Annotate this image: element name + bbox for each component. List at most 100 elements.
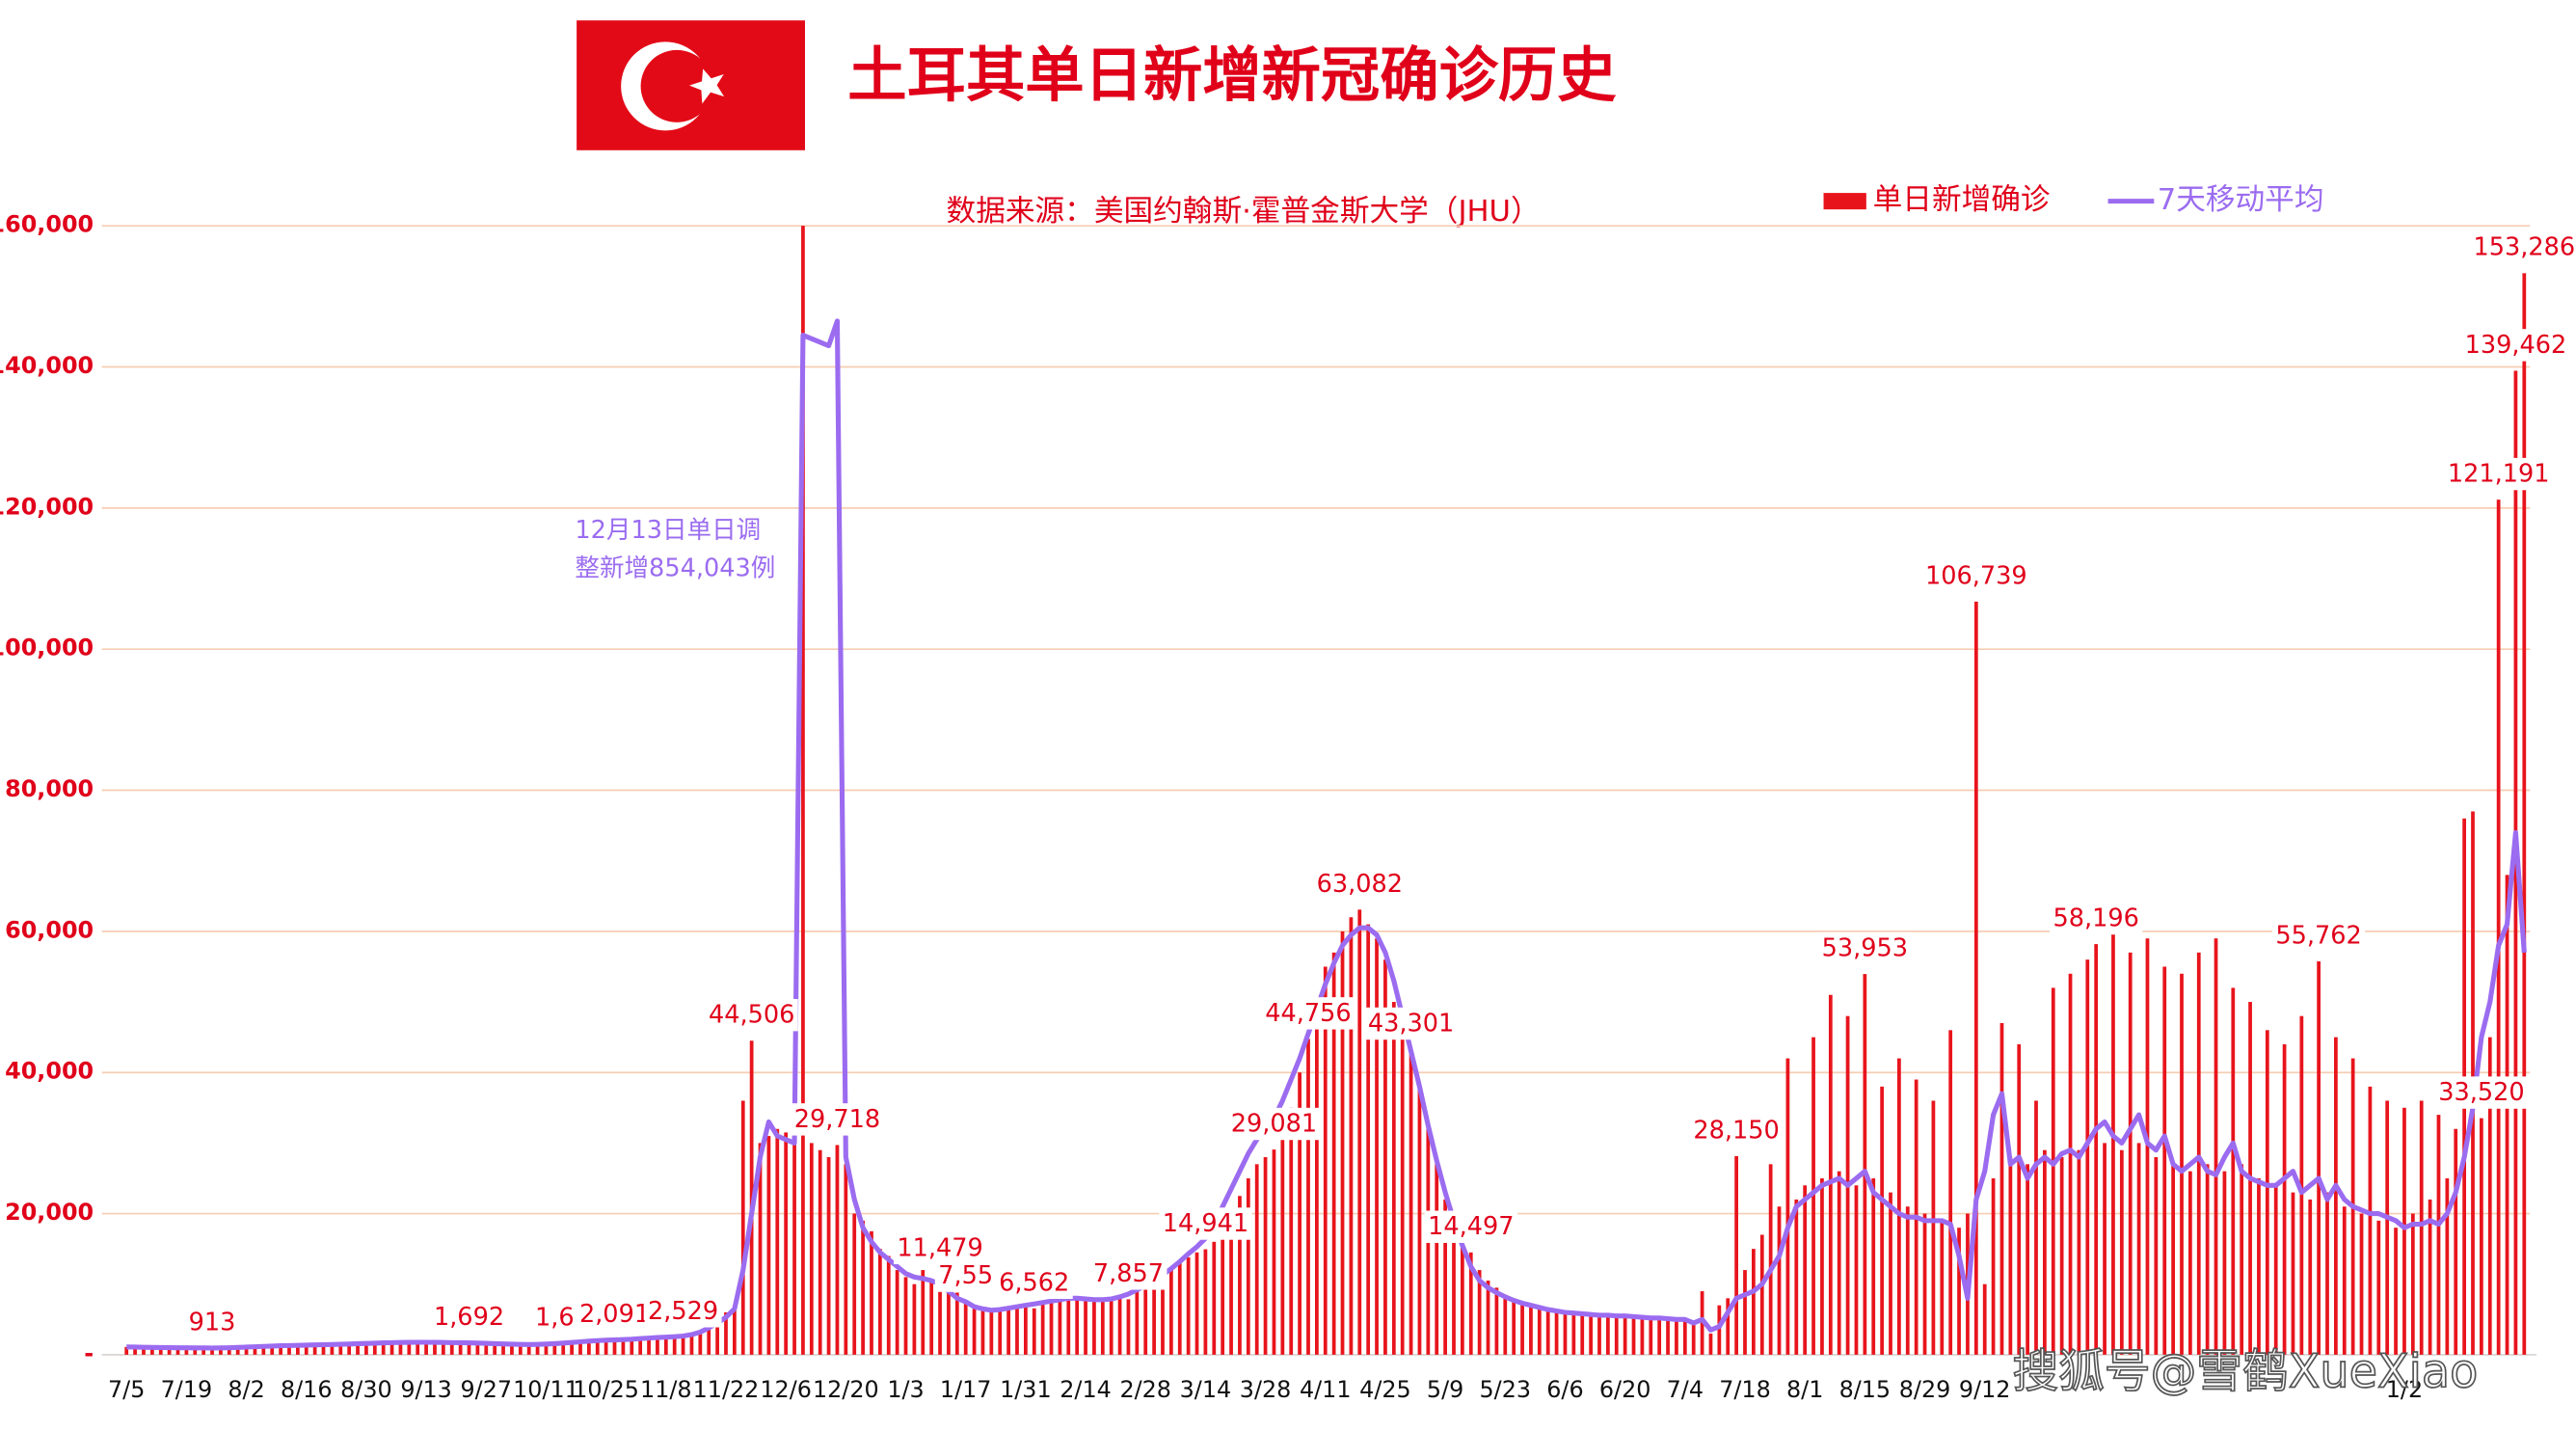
bar xyxy=(656,1336,659,1355)
bar xyxy=(1905,1206,1910,1355)
data-label-bg xyxy=(2050,902,2143,935)
bar xyxy=(1682,1320,1687,1355)
bar xyxy=(1649,1319,1653,1355)
data-label: 58,196 xyxy=(2053,904,2138,933)
bar xyxy=(2376,1220,2381,1355)
bar xyxy=(372,1342,377,1355)
bar xyxy=(1948,1030,1953,1355)
bar xyxy=(467,1342,471,1355)
bar xyxy=(270,1345,275,1355)
bar xyxy=(244,1346,249,1355)
bar xyxy=(2410,1213,2415,1355)
bar xyxy=(535,1343,540,1355)
bar xyxy=(1143,1287,1148,1355)
bar xyxy=(1854,1185,1859,1355)
bar xyxy=(1032,1308,1036,1355)
bar xyxy=(219,1347,223,1355)
bar xyxy=(449,1342,454,1355)
bar xyxy=(381,1342,386,1355)
bar xyxy=(835,1145,840,1355)
bar xyxy=(1708,1333,1713,1355)
bar xyxy=(586,1340,591,1355)
bar xyxy=(133,1347,137,1355)
subtitle: 数据来源：美国约翰斯·霍普金斯大学（JHU） xyxy=(947,195,1541,229)
bar xyxy=(2136,1143,2141,1355)
x-tick-label: 1/17 xyxy=(940,1376,992,1403)
x-tick-label: 1/31 xyxy=(1000,1376,1052,1403)
bar xyxy=(2222,1171,2227,1355)
bar xyxy=(792,1139,796,1355)
bar xyxy=(1734,1155,1738,1355)
bar xyxy=(1640,1318,1645,1355)
bar xyxy=(2428,1199,2432,1355)
x-tick-label: 6/20 xyxy=(1599,1376,1651,1403)
x-tick-label: 2/28 xyxy=(1119,1376,1171,1403)
bar xyxy=(1109,1300,1114,1355)
bar xyxy=(2154,1157,2159,1355)
bar xyxy=(2291,1192,2295,1355)
data-label: 44,506 xyxy=(709,1001,794,1030)
bar xyxy=(304,1345,309,1355)
bar xyxy=(1752,1249,1756,1355)
bar xyxy=(2505,875,2509,1355)
bar xyxy=(1435,1164,1439,1355)
bar xyxy=(1889,1192,1892,1355)
bar xyxy=(1837,1171,1841,1355)
x-tick-label: 5/23 xyxy=(1480,1376,1532,1403)
bar xyxy=(1186,1256,1191,1355)
data-label: 6,562 xyxy=(999,1268,1069,1297)
bar xyxy=(518,1344,523,1355)
data-label-bg xyxy=(1364,1007,1458,1040)
data-label: 14,941 xyxy=(1163,1209,1248,1238)
bar xyxy=(647,1337,651,1355)
bar xyxy=(1726,1298,1731,1355)
bar xyxy=(1417,1086,1422,1355)
bar xyxy=(681,1336,685,1355)
bar xyxy=(903,1277,908,1355)
bar xyxy=(1289,1107,1294,1355)
bar xyxy=(398,1342,403,1355)
bar xyxy=(1306,1039,1310,1355)
y-tick-label: 20,000 xyxy=(5,1199,94,1226)
moving-average-line xyxy=(126,318,2527,1351)
data-label: 33,520 xyxy=(2438,1078,2524,1107)
data-label: 139,462 xyxy=(2465,331,2567,360)
bar xyxy=(1238,1196,1242,1355)
bar xyxy=(347,1343,352,1355)
bar xyxy=(1375,938,1379,1355)
bar xyxy=(1177,1262,1182,1355)
bar xyxy=(1803,1185,1808,1355)
bar xyxy=(844,1164,848,1355)
bar xyxy=(1863,974,1867,1355)
bar xyxy=(672,1336,677,1355)
data-label: 63,082 xyxy=(1317,870,1403,899)
bar xyxy=(1675,1319,1678,1355)
bar xyxy=(1400,1030,1405,1355)
bar xyxy=(1340,931,1345,1355)
bar xyxy=(1554,1311,1559,1355)
data-label-bg xyxy=(995,1266,1073,1300)
bar xyxy=(2419,1100,2424,1355)
bar xyxy=(784,1132,789,1355)
bar xyxy=(2273,1185,2278,1355)
bar xyxy=(638,1338,643,1355)
bar xyxy=(1631,1317,1636,1355)
data-label: 55,762 xyxy=(2275,921,2361,950)
x-tick-label: 10/25 xyxy=(573,1376,639,1403)
x-tick-label: 7/4 xyxy=(1667,1376,1704,1403)
bar xyxy=(877,1249,882,1355)
data-label: 14,497 xyxy=(1428,1212,1514,1241)
bar xyxy=(510,1344,514,1355)
bar xyxy=(963,1301,968,1355)
bar xyxy=(912,1283,917,1355)
bar xyxy=(929,1281,934,1355)
bar xyxy=(2196,952,2201,1355)
x-tick-label: 6/6 xyxy=(1546,1376,1583,1403)
flag-star xyxy=(689,68,725,104)
bar xyxy=(1589,1314,1593,1355)
bar xyxy=(1666,1320,1670,1355)
bar xyxy=(201,1348,206,1355)
data-label: 29,718 xyxy=(794,1105,880,1134)
x-tick-label: 7/19 xyxy=(161,1376,213,1403)
legend-label: 单日新增确诊 xyxy=(1873,183,2051,217)
